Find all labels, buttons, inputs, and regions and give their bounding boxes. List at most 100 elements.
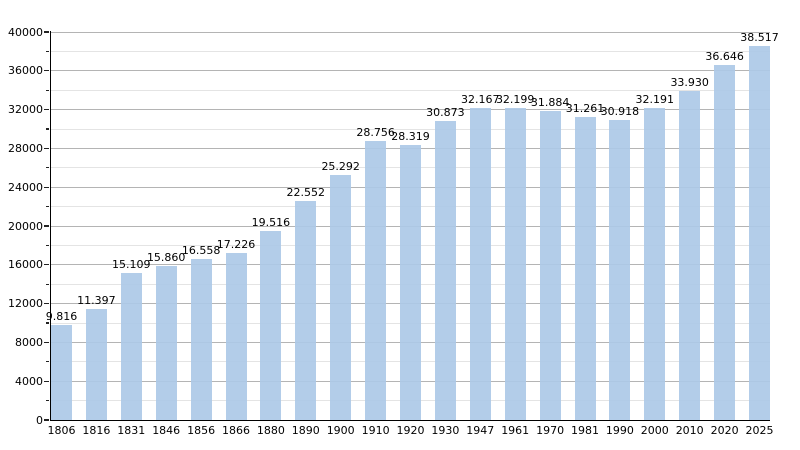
y-minor-tick (46, 244, 49, 247)
bar-value-label: 38.517 (740, 31, 779, 45)
y-axis-tick-label: 32000 (8, 103, 43, 117)
x-axis-tick-label: 2020 (710, 424, 739, 437)
bar (679, 90, 701, 420)
bar-value-label: 32.167 (461, 92, 500, 106)
bar (51, 324, 72, 420)
bar (225, 252, 247, 420)
x-axis-tick-label: 1920 (396, 424, 425, 437)
minor-gridline (51, 128, 770, 130)
y-axis-tick-label: 12000 (8, 297, 43, 311)
x-axis-tick-label: 2010 (675, 424, 704, 437)
y-minor-tick (46, 167, 49, 169)
x-axis-tick-label: 1981 (571, 424, 599, 437)
bar-value-label: 15.860 (146, 251, 186, 265)
bar-value-label: 22.552 (286, 186, 326, 200)
bar (400, 145, 421, 420)
y-major-tick (44, 186, 49, 188)
bar (434, 120, 456, 420)
y-minor-tick (46, 399, 49, 402)
bar (120, 273, 142, 420)
x-axis-tick-label: 1990 (605, 424, 634, 437)
major-gridline (51, 109, 770, 111)
y-axis-tick-label: 28000 (8, 141, 43, 155)
y-minor-tick (46, 322, 49, 324)
bar-value-label: 11.397 (77, 294, 116, 308)
bar-value-label: 31.261 (565, 101, 605, 115)
x-axis-tick-label: 1816 (82, 424, 111, 437)
bar-value-label: 32.199 (495, 92, 535, 106)
x-axis-tick-label: 1900 (326, 424, 355, 437)
x-axis-line (49, 419, 770, 422)
y-axis-tick-label: 0 (36, 413, 43, 427)
y-major-tick (44, 225, 49, 227)
y-minor-tick (46, 361, 49, 363)
y-axis-tick-label: 36000 (8, 64, 43, 78)
bar-value-label: 9.816 (45, 309, 78, 323)
y-major-tick (44, 108, 49, 111)
y-major-tick (44, 70, 49, 72)
y-major-tick (44, 341, 49, 344)
bar-value-label: 16.558 (181, 244, 221, 258)
bar-value-label: 15.109 (112, 258, 151, 272)
bar-value-label: 32.191 (635, 92, 675, 106)
x-axis-tick-label: 2025 (745, 424, 774, 437)
minor-gridline (51, 89, 770, 91)
y-minor-tick (46, 50, 49, 53)
x-axis-tick-label: 1947 (466, 424, 495, 437)
y-axis-tick-label: 16000 (8, 258, 43, 272)
x-axis-tick-label: 1930 (431, 424, 460, 437)
bar-value-label: 30.873 (426, 105, 465, 119)
x-axis-tick-label: 1806 (47, 424, 76, 437)
y-axis-tick-label: 40000 (8, 25, 43, 39)
bar-value-label: 36.646 (705, 49, 744, 63)
bar (85, 309, 107, 420)
y-axis-line (49, 31, 52, 421)
bar (539, 110, 561, 420)
bar (574, 116, 596, 420)
bar (330, 174, 352, 420)
x-axis-tick-label: 1846 (152, 424, 181, 437)
y-minor-tick (46, 205, 49, 208)
bar-value-label: 17.226 (216, 237, 256, 251)
bar-value-label: 33.930 (670, 75, 709, 89)
bar (609, 120, 631, 420)
y-minor-tick (46, 128, 49, 130)
x-axis-tick-label: 2000 (640, 424, 669, 437)
minor-gridline (51, 50, 770, 52)
x-axis-tick-label: 1866 (222, 424, 250, 437)
y-minor-tick (46, 89, 49, 91)
x-axis-tick-label: 1961 (501, 424, 530, 437)
bar (260, 230, 282, 420)
x-axis-tick-label: 1970 (536, 424, 565, 437)
plot-area: 9.816 11.397 15.109 15.860 16.558 17.226 19.51… (46, 31, 779, 420)
y-axis-tick-label: 4000 (15, 374, 43, 388)
bar (644, 107, 666, 420)
x-axis-tick-label: 1910 (361, 424, 390, 437)
bar (504, 107, 526, 420)
bar-value-label: 31.884 (530, 95, 570, 109)
bar (295, 201, 317, 420)
y-axis-tick-label: 24000 (8, 180, 43, 194)
bar (155, 266, 177, 420)
bar-value-label: 19.516 (251, 215, 291, 229)
bar-value-label: 28.319 (391, 130, 430, 144)
bar-value-label: 30.918 (600, 105, 640, 119)
bar (469, 107, 491, 420)
x-axis-tick-label: 1856 (187, 424, 216, 437)
y-major-tick (44, 264, 49, 266)
bar (749, 46, 770, 420)
y-major-tick (44, 31, 49, 33)
x-axis-tick-label: 1890 (291, 424, 320, 437)
x-axis-tick-label: 1880 (256, 424, 285, 437)
bar (365, 141, 387, 420)
bar-value-label: 25.292 (321, 159, 360, 173)
y-major-tick (44, 302, 49, 305)
major-gridline (51, 31, 770, 33)
y-major-tick (44, 380, 49, 382)
bar (190, 259, 212, 420)
y-axis-tick-label: 8000 (15, 335, 43, 349)
x-axis-tick-label: 1831 (117, 424, 146, 437)
y-minor-tick (46, 283, 49, 285)
y-axis-tick-label: 20000 (8, 219, 43, 233)
